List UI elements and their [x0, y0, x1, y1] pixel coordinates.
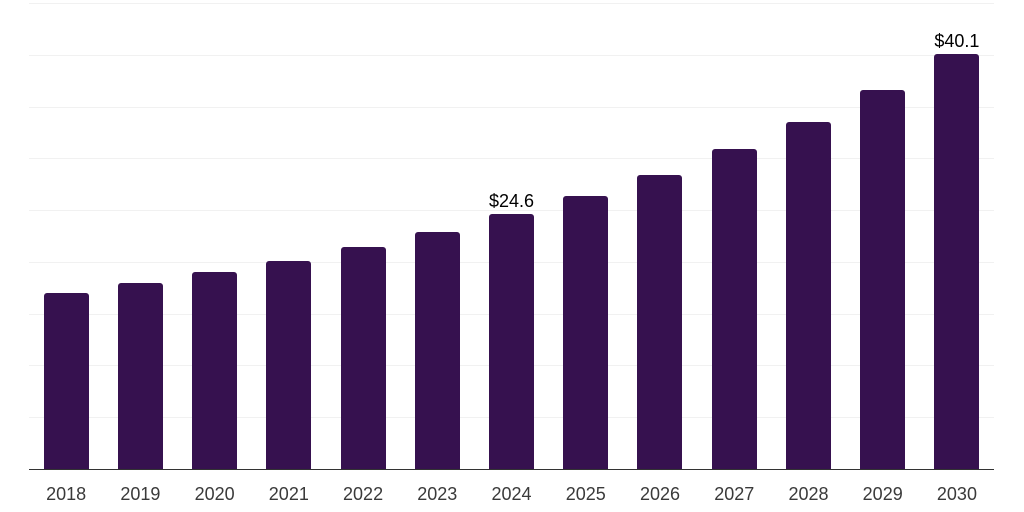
x-tick-2021: 2021: [268, 484, 309, 504]
x-tick-2023: 2023: [417, 484, 458, 504]
bar-2020: [192, 272, 238, 469]
x-tick-2029: 2029: [862, 484, 903, 504]
bar-2029: [860, 90, 906, 469]
x-tick-2019: 2019: [120, 484, 161, 504]
bar-slot-2020: [177, 3, 251, 469]
x-tick-2030: 2030: [936, 484, 977, 504]
bar-2023: [414, 231, 460, 469]
x-tick-2027: 2027: [714, 484, 755, 504]
bar-slot-2022: [326, 3, 400, 469]
bar-slot-2026: [623, 3, 697, 469]
x-tick-2025: 2025: [565, 484, 606, 504]
bar-2025: [563, 195, 609, 469]
bars-layer: $24.6 $40.1: [29, 3, 994, 469]
plot-area: $24.6 $40.1: [29, 3, 994, 470]
x-tick-2020: 2020: [194, 484, 235, 504]
bar-2022: [340, 247, 386, 469]
bar-slot-2030: $40.1: [920, 3, 994, 469]
bar-slot-2024: $24.6: [474, 3, 548, 469]
gridline-45: [29, 3, 994, 4]
bar-slot-2018: [29, 3, 103, 469]
bar-slot-2028: [771, 3, 845, 469]
bar-2026: [637, 174, 683, 469]
bar-2028: [785, 122, 831, 469]
bar-2018: [43, 292, 89, 469]
bar-2019: [117, 282, 163, 469]
gridline-40: [29, 54, 994, 56]
x-axis-labels: 2018 2019 2020 2021 2022 2023 2024 2025 2026 2027…: [29, 484, 994, 504]
bar-2027: [711, 149, 757, 469]
gridline-25: [29, 210, 994, 212]
x-tick-2026: 2026: [639, 484, 681, 504]
x-tick-2028: 2028: [788, 484, 829, 504]
bar-slot-2025: [549, 3, 623, 469]
bar-value-label-2024: $24.6: [488, 191, 535, 212]
bar-2024: $24.6: [489, 192, 534, 469]
bar-slot-2023: [400, 3, 474, 469]
bar-slot-2021: [252, 3, 326, 469]
gridline-35: [29, 106, 994, 108]
bar-slot-2027: [697, 3, 771, 469]
bar-value-label-2030: $40.1: [934, 30, 980, 51]
x-tick-2022: 2022: [343, 484, 384, 504]
bar-2030: $40.1: [934, 32, 979, 469]
bar-slot-2019: [103, 3, 177, 469]
x-tick-2024: 2024: [491, 484, 532, 504]
bar-slot-2029: [846, 3, 920, 469]
x-tick-2018: 2018: [46, 484, 87, 504]
bar-2021: [266, 260, 312, 469]
gridline-30: [29, 158, 994, 160]
